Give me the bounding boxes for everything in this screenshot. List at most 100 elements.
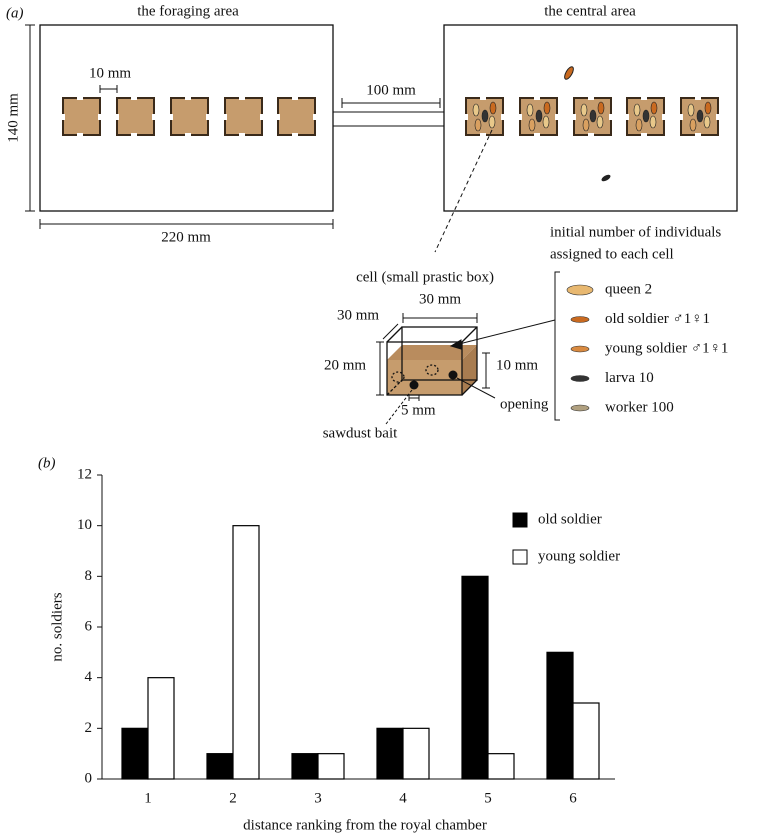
insect-icon <box>570 404 590 412</box>
legend-title: initial number of individuals <box>550 224 721 240</box>
insect-icon <box>543 101 551 115</box>
cell-opening <box>77 96 83 100</box>
x-tick-label: 1 <box>144 790 152 806</box>
y-tick-label: 12 <box>77 466 92 482</box>
legend-swatch <box>512 549 528 565</box>
dimension-label: 10 mm <box>89 65 131 81</box>
panel-label: (a) <box>6 5 24 21</box>
cell-opening <box>239 96 245 100</box>
insect-icon <box>596 115 604 129</box>
insect-icon <box>633 103 641 117</box>
insect-icon <box>526 103 534 117</box>
y-axis-label: no. soldiers <box>49 592 65 661</box>
insect-icon <box>597 101 605 115</box>
insect-icon <box>566 284 594 296</box>
insect-icon <box>582 118 590 132</box>
cell-opening <box>185 96 191 100</box>
cell-dimensions <box>376 313 556 425</box>
insect-icon <box>570 345 590 353</box>
insect-icon <box>564 66 574 80</box>
insect-icon <box>703 115 711 129</box>
bar <box>206 753 234 780</box>
bar <box>376 727 404 780</box>
bar <box>147 677 175 780</box>
insect-icon <box>687 103 695 117</box>
x-tick-label: 4 <box>399 790 407 806</box>
cell <box>170 97 209 136</box>
insect-icon <box>650 101 658 115</box>
x-tick-label: 2 <box>229 790 237 806</box>
y-tick-label: 8 <box>85 568 93 584</box>
dimension-label: 220 mm <box>161 229 211 245</box>
cell-opening <box>131 96 137 100</box>
bar <box>572 702 600 780</box>
insect-icon <box>535 109 543 123</box>
bar-chart: (b) no. soldiers distance ranking from the… <box>38 455 620 833</box>
y-tick-label: 10 <box>77 517 92 533</box>
corridor <box>333 111 444 127</box>
bar <box>317 753 345 780</box>
cell-opening <box>555 114 559 120</box>
insect-icon <box>589 109 597 123</box>
dimension-label: 140 mm <box>5 93 21 143</box>
bar <box>487 753 515 780</box>
dimension-label: 10 mm <box>496 357 538 373</box>
cell-opening <box>641 133 647 137</box>
individuals-legend: queen 2 old soldier ♂1♀1 young soldier ♂1♀… <box>566 281 728 415</box>
cell-opening <box>77 133 83 137</box>
panel-label: (b) <box>38 455 56 471</box>
x-axis-label: distance ranking from the royal chamber <box>243 817 487 833</box>
cell-opening <box>588 96 594 100</box>
cell-opening <box>695 96 701 100</box>
cell-opening <box>152 114 156 120</box>
cell-opening <box>518 114 522 120</box>
foraging-area <box>39 24 334 212</box>
insect-icon <box>570 316 590 323</box>
cell-opening <box>641 96 647 100</box>
cell-opening <box>260 114 264 120</box>
cell-opening <box>588 133 594 137</box>
insect-icon <box>689 118 697 132</box>
bar <box>121 727 149 780</box>
insect-icon <box>642 109 650 123</box>
legend-entry: larva 10 <box>605 370 654 386</box>
cell-opening <box>716 114 720 120</box>
dimension-label: 20 mm <box>324 357 366 373</box>
cell-opening <box>185 133 191 137</box>
legend-entry: queen 2 <box>605 281 652 297</box>
cell-opening <box>115 114 119 120</box>
bar <box>232 525 260 780</box>
insect-icon <box>649 115 657 129</box>
x-tick-label: 5 <box>484 790 492 806</box>
legend-entry: worker 100 <box>605 399 674 415</box>
bracket <box>554 271 560 421</box>
insect-icon <box>481 109 489 123</box>
cell-opening <box>534 133 540 137</box>
y-tick-label: 0 <box>85 770 93 786</box>
cell-title: cell (small prastic box) <box>356 269 494 285</box>
insect-icon <box>474 118 482 132</box>
cell-opening <box>695 133 701 137</box>
cell-opening <box>292 133 298 137</box>
cell-opening <box>679 114 683 120</box>
dimension-lines <box>25 24 441 229</box>
insect-icon <box>542 115 550 129</box>
annotation: opening <box>500 396 549 412</box>
legend-swatch <box>512 512 528 528</box>
area-title: the central area <box>544 3 636 19</box>
cell-opening <box>313 114 317 120</box>
cell-opening <box>276 114 280 120</box>
cell-opening <box>662 114 666 120</box>
insect-icon <box>696 109 704 123</box>
cell-opening <box>98 114 102 120</box>
cell <box>62 97 101 136</box>
legend-entry: old soldier ♂1♀1 <box>605 311 710 327</box>
bar <box>402 727 430 780</box>
annotation: sawdust bait <box>323 425 398 441</box>
insect-icon <box>528 118 536 132</box>
insect-icon <box>488 115 496 129</box>
dimension-label: 100 mm <box>366 82 416 98</box>
cell-box <box>386 326 478 396</box>
cell-opening <box>131 133 137 137</box>
